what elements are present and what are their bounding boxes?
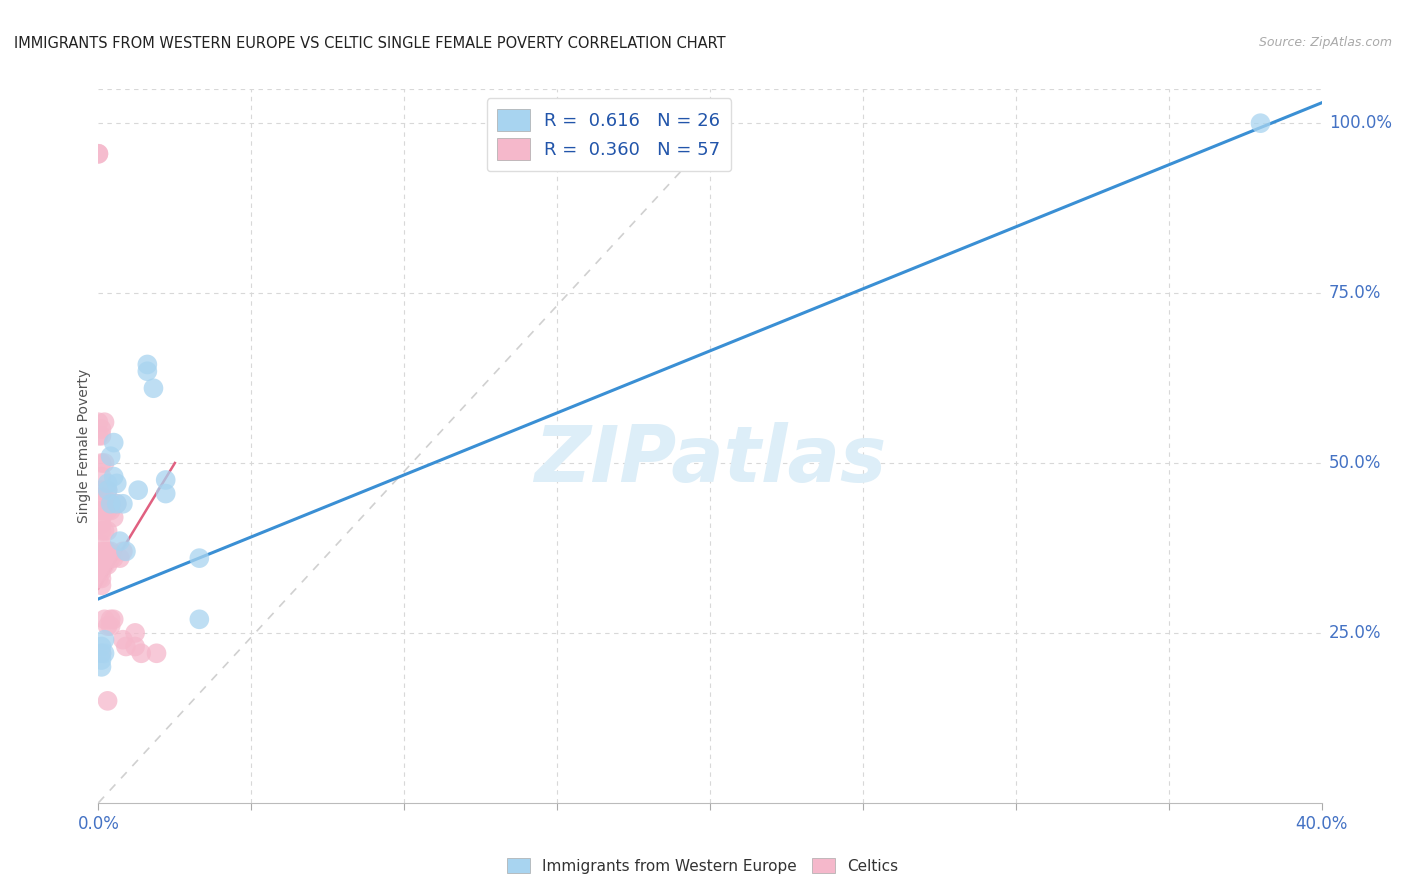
Point: [105, 476, 128, 491]
Point: [93, 544, 115, 558]
Point: [111, 632, 134, 647]
Point: [90, 469, 112, 483]
Point: [90, 503, 112, 517]
Text: IMMIGRANTS FROM WESTERN EUROPE VS CELTIC SINGLE FEMALE POVERTY CORRELATION CHART: IMMIGRANTS FROM WESTERN EUROPE VS CELTIC…: [14, 36, 725, 51]
Point: [90, 544, 112, 558]
Point: [93, 524, 115, 538]
Point: [97, 558, 120, 572]
Point: [100, 544, 122, 558]
Point: [97, 524, 120, 538]
Point: [90, 429, 112, 443]
Point: [136, 358, 159, 372]
Point: [93, 456, 115, 470]
Point: [103, 510, 125, 524]
Point: [124, 640, 146, 654]
Point: [87, 429, 110, 443]
Point: [115, 544, 138, 558]
Point: [100, 619, 122, 633]
Point: [87, 572, 110, 586]
Point: [97, 503, 120, 517]
Point: [90, 558, 112, 572]
Point: [90, 660, 112, 674]
Point: [93, 415, 115, 429]
Point: [136, 364, 159, 378]
Point: [93, 646, 115, 660]
Point: [93, 612, 115, 626]
Point: [105, 497, 128, 511]
Point: [100, 497, 122, 511]
Point: [100, 612, 122, 626]
Point: [97, 476, 120, 491]
Point: [93, 503, 115, 517]
Point: [90, 572, 112, 586]
Point: [90, 490, 112, 504]
Point: [155, 473, 177, 487]
Point: [87, 146, 110, 161]
Point: [87, 415, 110, 429]
Point: [108, 551, 131, 566]
Point: [90, 578, 112, 592]
Point: [97, 619, 120, 633]
Point: [90, 565, 112, 579]
Point: [90, 551, 112, 566]
Point: [145, 646, 167, 660]
Point: [93, 632, 115, 647]
Point: [103, 469, 125, 483]
Point: [124, 626, 146, 640]
Text: 100.0%: 100.0%: [1329, 114, 1392, 132]
Point: [142, 381, 165, 395]
Point: [100, 449, 122, 463]
Point: [129, 646, 152, 660]
Point: [87, 146, 110, 161]
Y-axis label: Single Female Poverty: Single Female Poverty: [77, 369, 91, 523]
Point: [111, 497, 134, 511]
Point: [105, 497, 128, 511]
Point: [97, 483, 120, 498]
Point: [127, 483, 149, 498]
Text: 25.0%: 25.0%: [1329, 624, 1381, 642]
Text: 50.0%: 50.0%: [1329, 454, 1381, 472]
Text: ZIPatlas: ZIPatlas: [534, 422, 886, 499]
Point: [1249, 116, 1271, 130]
Point: [93, 490, 115, 504]
Point: [90, 422, 112, 436]
Point: [100, 497, 122, 511]
Point: [90, 510, 112, 524]
Point: [155, 486, 177, 500]
Point: [103, 612, 125, 626]
Point: [90, 524, 112, 538]
Legend: Immigrants from Western Europe, Celtics: Immigrants from Western Europe, Celtics: [501, 852, 905, 880]
Point: [188, 612, 211, 626]
Point: [188, 551, 211, 566]
Point: [97, 483, 120, 498]
Point: [103, 551, 125, 566]
Point: [108, 534, 131, 549]
Text: Source: ZipAtlas.com: Source: ZipAtlas.com: [1258, 36, 1392, 49]
Point: [90, 640, 112, 654]
Point: [103, 435, 125, 450]
Point: [93, 558, 115, 572]
Text: 75.0%: 75.0%: [1329, 284, 1381, 302]
Point: [100, 503, 122, 517]
Point: [90, 537, 112, 551]
Point: [90, 646, 112, 660]
Point: [90, 517, 112, 532]
Point: [87, 558, 110, 572]
Point: [100, 551, 122, 566]
Point: [97, 544, 120, 558]
Point: [115, 640, 138, 654]
Point: [90, 646, 112, 660]
Point: [111, 544, 134, 558]
Legend: R =  0.616   N = 26, R =  0.360   N = 57: R = 0.616 N = 26, R = 0.360 N = 57: [486, 98, 731, 171]
Point: [90, 456, 112, 470]
Point: [90, 483, 112, 498]
Point: [97, 694, 120, 708]
Point: [90, 653, 112, 667]
